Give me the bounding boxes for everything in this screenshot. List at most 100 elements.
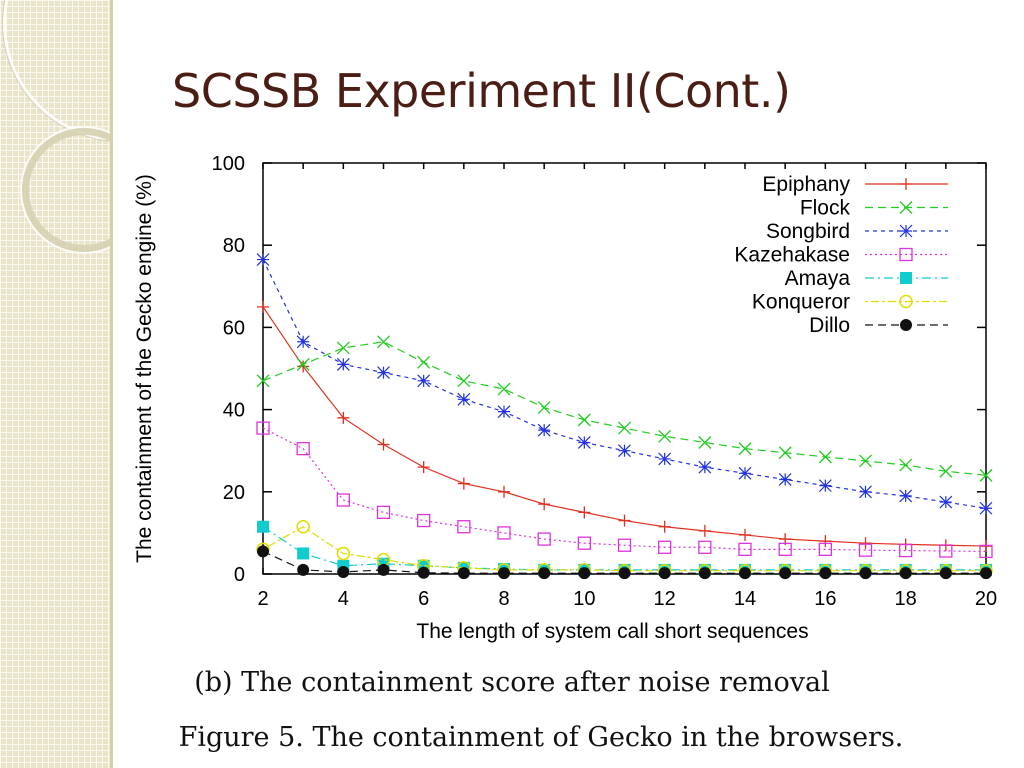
data-point-epiphany — [618, 514, 631, 527]
x-tick-label: 20 — [975, 588, 997, 610]
figure-caption: Figure 5. The containment of Gecko in th… — [178, 722, 904, 753]
data-point-epiphany — [658, 520, 671, 533]
decorative-side-panel — [0, 0, 113, 768]
data-point-flock — [899, 458, 913, 472]
x-tick-label: 4 — [338, 588, 349, 610]
series-epiphany — [257, 300, 992, 553]
legend-marker-songbird — [899, 224, 913, 238]
slide-title: SCSSB Experiment II(Cont.) — [172, 64, 791, 118]
y-tick-label: 0 — [234, 564, 245, 586]
legend-marker-flock — [899, 201, 913, 214]
x-tick-label: 10 — [573, 588, 595, 610]
legend-label-kazehakase: Kazehakase — [734, 244, 850, 267]
data-point-songbird — [457, 392, 471, 406]
data-point-dillo — [980, 567, 992, 580]
data-point-dillo — [457, 567, 470, 580]
data-point-dillo — [899, 567, 912, 580]
series-line-songbird — [262, 259, 987, 509]
data-point-kazehakase — [778, 542, 792, 556]
data-point-epiphany — [498, 485, 510, 498]
data-point-flock — [859, 454, 872, 468]
data-point-flock — [577, 413, 591, 427]
data-point-epiphany — [578, 506, 591, 519]
data-point-dillo — [578, 567, 591, 580]
legend-label-dillo: Dillo — [809, 314, 850, 337]
data-point-songbird — [296, 335, 310, 349]
data-point-flock — [818, 450, 832, 464]
data-point-flock — [296, 357, 310, 371]
decorative-ring-small — [22, 128, 113, 252]
x-tick-label: 16 — [814, 588, 836, 610]
data-point-kazehakase — [497, 526, 511, 540]
data-point-kazehakase — [617, 538, 632, 552]
data-point-kazehakase — [417, 513, 431, 528]
data-point-kazehakase — [296, 441, 310, 456]
legend-marker-amaya — [900, 272, 912, 284]
data-point-songbird — [738, 466, 752, 480]
data-point-songbird — [979, 501, 993, 515]
series-songbird — [256, 253, 993, 515]
data-point-kazehakase — [858, 543, 873, 557]
x-tick-label: 12 — [654, 588, 676, 610]
series-line-epiphany — [262, 306, 987, 547]
legend-marker-kazehakase — [899, 247, 913, 262]
data-point-flock — [537, 401, 551, 415]
data-point-dillo — [498, 567, 510, 580]
data-point-kazehakase — [577, 536, 591, 550]
data-point-dillo — [779, 567, 792, 580]
series-dillo — [257, 545, 992, 580]
legend: EpiphanyFlockSongbirdKazehakaseAmayaKonq… — [734, 173, 948, 337]
data-point-epiphany — [377, 438, 390, 451]
data-point-dillo — [417, 566, 430, 579]
data-point-flock — [778, 446, 792, 460]
x-tick-label: 2 — [257, 588, 268, 610]
data-point-flock — [618, 421, 631, 435]
data-point-epiphany — [457, 477, 470, 490]
data-point-epiphany — [739, 528, 751, 541]
series-line-kazehakase — [262, 427, 987, 552]
x-tick-label: 6 — [418, 588, 429, 610]
data-point-epiphany — [819, 535, 832, 548]
data-point-flock — [497, 382, 511, 396]
data-point-flock — [939, 464, 953, 478]
legend-label-songbird: Songbird — [766, 220, 850, 243]
data-point-dillo — [297, 563, 310, 576]
data-point-kazehakase — [537, 532, 551, 546]
data-point-kazehakase — [818, 542, 832, 556]
legend-label-konqueror: Konqueror — [752, 291, 850, 314]
legend-label-epiphany: Epiphany — [762, 173, 850, 196]
data-point-epiphany — [698, 524, 711, 537]
y-tick-label: 20 — [223, 482, 245, 504]
data-point-songbird — [778, 473, 792, 486]
data-point-flock — [336, 341, 350, 355]
data-point-epiphany — [257, 300, 269, 313]
x-tick-label: 14 — [734, 588, 756, 610]
data-point-konqueror — [336, 546, 351, 561]
legend-label-amaya: Amaya — [785, 267, 851, 290]
decorative-ring — [3, 0, 113, 141]
data-point-songbird — [577, 436, 591, 449]
data-point-epiphany — [297, 360, 310, 373]
data-point-kazehakase — [979, 544, 993, 559]
x-tick-label: 8 — [498, 588, 509, 610]
data-point-kazehakase — [698, 540, 712, 554]
series-kazehakase — [256, 421, 993, 559]
data-point-dillo — [257, 545, 269, 558]
data-point-songbird — [256, 253, 270, 267]
data-point-kazehakase — [738, 542, 752, 556]
data-point-songbird — [698, 460, 712, 474]
side-panel-edge — [110, 0, 113, 768]
data-point-flock — [979, 468, 993, 482]
data-point-dillo — [939, 567, 952, 580]
data-point-kazehakase — [457, 520, 471, 534]
data-point-kazehakase — [939, 544, 953, 558]
data-point-epiphany — [980, 540, 992, 553]
data-point-dillo — [538, 567, 551, 580]
data-point-amaya — [297, 547, 310, 560]
data-point-dillo — [618, 567, 631, 580]
y-tick-label: 40 — [223, 400, 245, 422]
data-point-dillo — [819, 567, 832, 580]
data-point-songbird — [497, 405, 511, 419]
data-point-songbird — [377, 366, 390, 380]
data-point-songbird — [618, 444, 631, 458]
